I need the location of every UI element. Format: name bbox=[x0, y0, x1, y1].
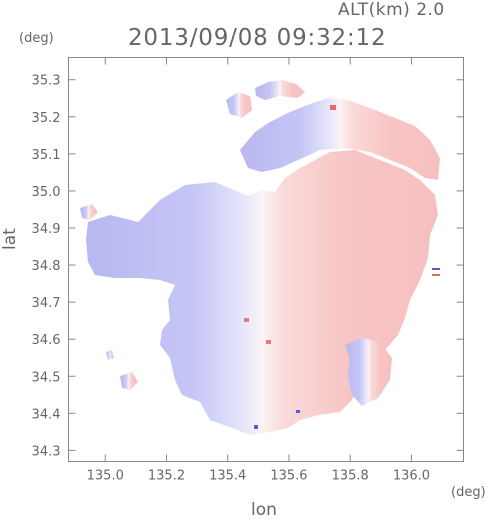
x-tick-label: 135.8 bbox=[332, 469, 369, 484]
y-tick-label: 35.1 bbox=[32, 148, 61, 163]
echo-region-south-patch bbox=[120, 372, 138, 390]
echo-region-se-lobe bbox=[345, 338, 392, 406]
echo-region-north-arc bbox=[255, 80, 305, 100]
y-tick-label: 34.4 bbox=[32, 407, 61, 422]
echo-region-nw-patch bbox=[80, 204, 98, 220]
x-tick-label: 136.0 bbox=[393, 469, 430, 484]
x-tick-label: 135.6 bbox=[270, 469, 307, 484]
echo-region-main bbox=[86, 150, 438, 435]
y-unit-label: (deg) bbox=[19, 31, 54, 46]
timestamp-title: 2013/09/08 09:32:12 bbox=[128, 25, 387, 51]
x-unit-label: (deg) bbox=[451, 485, 486, 500]
y-tick-label: 34.8 bbox=[32, 259, 61, 274]
y-tick-label: 34.3 bbox=[32, 444, 61, 459]
echo-region-north bbox=[240, 98, 440, 180]
altitude-label: ALT(km) 2.0 bbox=[338, 0, 445, 20]
x-axis-label: lon bbox=[251, 500, 277, 520]
echo-speckles bbox=[244, 105, 440, 429]
x-tick-label: 135.4 bbox=[209, 469, 246, 484]
y-tick-label: 34.7 bbox=[32, 296, 61, 311]
echo-region-sw-patch bbox=[106, 350, 114, 360]
y-tick-label: 35.3 bbox=[32, 74, 61, 89]
y-tick-label: 34.5 bbox=[32, 370, 61, 385]
x-tick-label: 135.0 bbox=[87, 469, 124, 484]
y-tick-label: 35.2 bbox=[32, 111, 61, 126]
echo-field bbox=[80, 80, 440, 435]
y-axis-ticks: 34.3 34.4 34.5 34.6 34.7 34.8 34.9 35.0 35.1 35.2… bbox=[32, 74, 464, 459]
y-tick-label: 34.6 bbox=[32, 333, 61, 348]
echo-region-far-north bbox=[226, 92, 252, 118]
plot-frame bbox=[68, 57, 464, 462]
x-tick-label: 135.2 bbox=[148, 469, 185, 484]
y-tick-label: 34.9 bbox=[32, 222, 61, 237]
y-tick-label: 35.0 bbox=[32, 185, 61, 200]
x-axis-ticks: 135.0 135.2 135.4 135.6 135.8 136.0 bbox=[87, 57, 430, 484]
